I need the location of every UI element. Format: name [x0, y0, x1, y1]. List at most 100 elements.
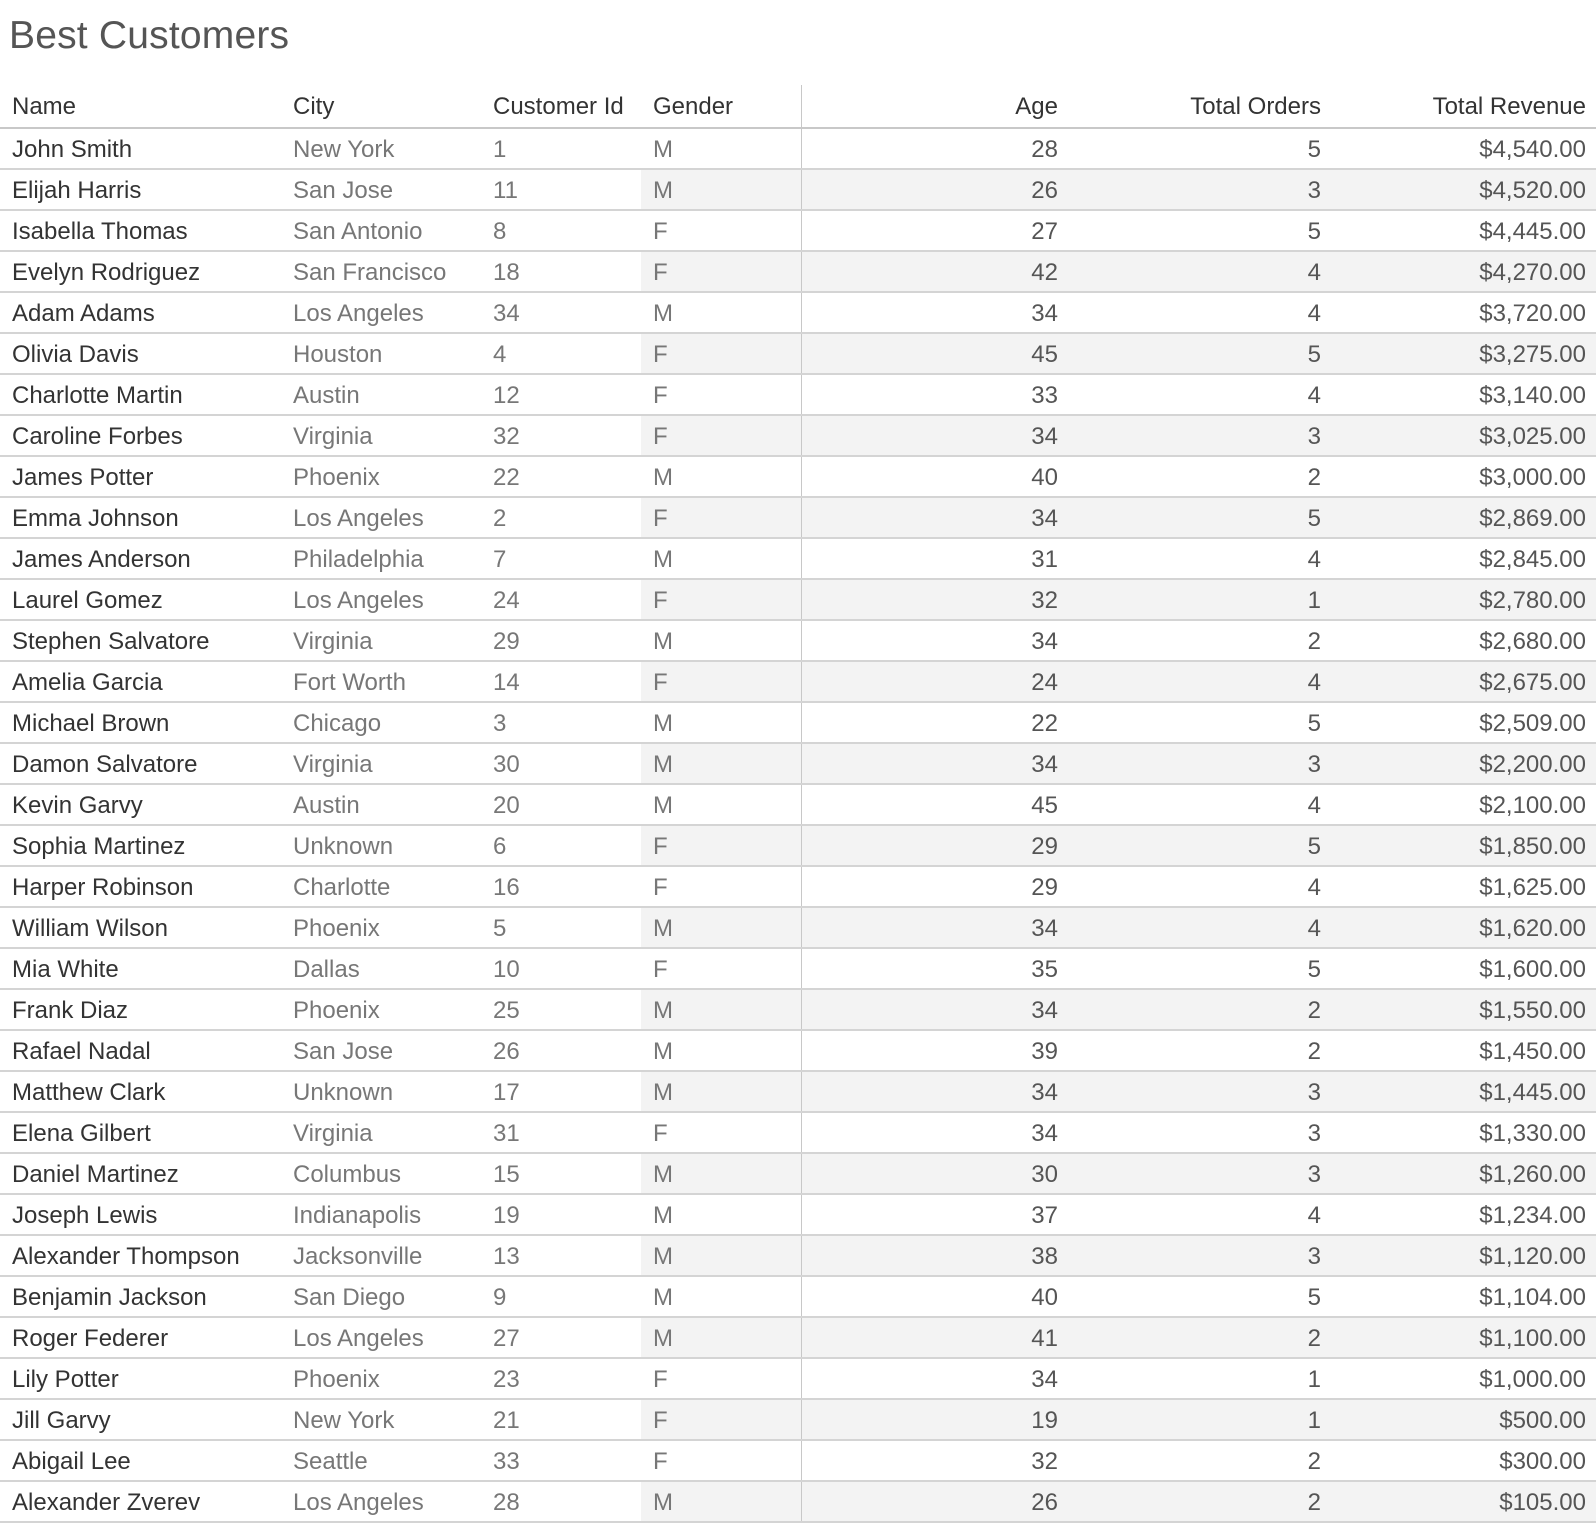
column-header-total-orders[interactable]: Total Orders	[1190, 93, 1321, 120]
table-row[interactable]: Abigail Lee Seattle 33 F 32 2 $300.00	[0, 1441, 1596, 1482]
column-header-name[interactable]: Name	[12, 93, 77, 120]
table-row[interactable]: Frank Diaz Phoenix 25 M 34 2 $1,550.00	[0, 990, 1596, 1031]
cell-age: 38	[1031, 1243, 1058, 1270]
cell-age: 34	[1031, 1120, 1058, 1147]
table-row[interactable]: James Anderson Philadelphia 7 M 31 4 $2,845.00	[0, 539, 1596, 580]
table-row[interactable]: Stephen Salvatore Virginia 29 M 34 2 $2,680.00	[0, 621, 1596, 662]
row-band	[802, 1359, 1596, 1398]
cell-total-orders: 4	[1307, 382, 1321, 409]
cell-total-orders: 3	[1307, 1161, 1321, 1188]
table-row[interactable]: Adam Adams Los Angeles 34 M 34 4 $3,720.00	[0, 293, 1596, 334]
cell-city: Unknown	[293, 833, 394, 860]
row-band	[802, 662, 1596, 701]
table-row[interactable]: Isabella Thomas San Antonio 8 F 27 5 $4,445.00	[0, 211, 1596, 252]
row-band	[641, 908, 801, 947]
cell-name: Rafael Nadal	[12, 1038, 151, 1065]
table-row[interactable]: Alexander Thompson Jacksonville 13 M 38 3 $1,1…	[0, 1236, 1596, 1277]
table-row[interactable]: Benjamin Jackson San Diego 9 M 40 5 $1,104.00	[0, 1277, 1596, 1318]
cell-name: Abigail Lee	[12, 1448, 131, 1475]
cell-city: Columbus	[293, 1161, 402, 1188]
cell-customer-id: 8	[493, 218, 507, 245]
cell-name: James Potter	[12, 464, 154, 491]
cell-name: Joseph Lewis	[12, 1202, 158, 1229]
cell-age: 24	[1031, 669, 1058, 696]
cell-total-revenue: $500.00	[1499, 1407, 1586, 1434]
cell-total-orders: 4	[1307, 915, 1321, 942]
cell-gender: M	[653, 546, 673, 573]
cell-gender: F	[653, 833, 668, 860]
table-row[interactable]: Lily Potter Phoenix 23 F 34 1 $1,000.00	[0, 1359, 1596, 1400]
table-row[interactable]: Elena Gilbert Virginia 31 F 34 3 $1,330.00	[0, 1113, 1596, 1154]
cell-customer-id: 13	[493, 1243, 520, 1270]
table-row[interactable]: Sophia Martinez Unknown 6 F 29 5 $1,850.00	[0, 826, 1596, 867]
cell-name: Matthew Clark	[12, 1079, 166, 1106]
cell-gender: F	[653, 423, 668, 450]
cell-name: Alexander Thompson	[12, 1243, 240, 1270]
column-header-customer-id[interactable]: Customer Id	[493, 93, 624, 120]
table-row[interactable]: Mia White Dallas 10 F 35 5 $1,600.00	[0, 949, 1596, 990]
table-row[interactable]: Rafael Nadal San Jose 26 M 39 2 $1,450.00	[0, 1031, 1596, 1072]
column-header-gender[interactable]: Gender	[653, 93, 734, 120]
row-band	[802, 129, 1596, 168]
table-row[interactable]: Elijah Harris San Jose 11 M 26 3 $4,520.00	[0, 170, 1596, 211]
cell-age: 26	[1031, 177, 1058, 204]
cell-city: Phoenix	[293, 915, 380, 942]
cell-customer-id: 25	[493, 997, 520, 1024]
table-row[interactable]: William Wilson Phoenix 5 M 34 4 $1,620.00	[0, 908, 1596, 949]
column-divider	[801, 252, 802, 291]
table-row[interactable]: Laurel Gomez Los Angeles 24 F 32 1 $2,780.00	[0, 580, 1596, 621]
column-header-total-revenue[interactable]: Total Revenue	[1432, 93, 1586, 120]
table-row[interactable]: Emma Johnson Los Angeles 2 F 34 5 $2,869.00	[0, 498, 1596, 539]
table-row[interactable]: Olivia Davis Houston 4 F 45 5 $3,275.00	[0, 334, 1596, 375]
cell-city: Virginia	[293, 423, 373, 450]
row-band	[641, 580, 801, 619]
table-row[interactable]: Caroline Forbes Virginia 32 F 34 3 $3,025.00	[0, 416, 1596, 457]
cell-gender: M	[653, 1079, 673, 1106]
table-row[interactable]: Daniel Martinez Columbus 15 M 30 3 $1,260.00	[0, 1154, 1596, 1195]
table-body: John Smith New York 1 M 28 5 $4,540.00 Elijah H…	[0, 129, 1596, 1523]
table-row[interactable]: Matthew Clark Unknown 17 M 34 3 $1,445.00	[0, 1072, 1596, 1113]
table-row[interactable]: Michael Brown Chicago 3 M 22 5 $2,509.00	[0, 703, 1596, 744]
table-row[interactable]: Evelyn Rodriguez San Francisco 18 F 42 4 $4,27…	[0, 252, 1596, 293]
cell-city: New York	[293, 136, 395, 163]
cell-name: Benjamin Jackson	[12, 1284, 207, 1311]
row-band	[802, 703, 1596, 742]
row-band	[802, 908, 1596, 947]
table-row[interactable]: John Smith New York 1 M 28 5 $4,540.00	[0, 129, 1596, 170]
cell-customer-id: 10	[493, 956, 520, 983]
cell-total-orders: 3	[1307, 1120, 1321, 1147]
table-row[interactable]: Kevin Garvy Austin 20 M 45 4 $2,100.00	[0, 785, 1596, 826]
cell-name: Harper Robinson	[12, 874, 194, 901]
cell-city: San Diego	[293, 1284, 406, 1311]
cell-total-orders: 2	[1307, 1325, 1321, 1352]
table-row[interactable]: Amelia Garcia Fort Worth 14 F 24 4 $2,675.00	[0, 662, 1596, 703]
row-band	[802, 1441, 1596, 1480]
cell-total-orders: 2	[1307, 628, 1321, 655]
row-band	[802, 1031, 1596, 1070]
table-row[interactable]: Charlotte Martin Austin 12 F 33 4 $3,140.00	[0, 375, 1596, 416]
column-divider	[801, 703, 802, 742]
column-header-city[interactable]: City	[293, 93, 335, 120]
cell-customer-id: 24	[493, 587, 520, 614]
cell-total-orders: 5	[1307, 710, 1321, 737]
column-divider	[801, 498, 802, 537]
cell-total-revenue: $3,025.00	[1479, 423, 1586, 450]
cell-name: Evelyn Rodriguez	[12, 259, 201, 286]
cell-name: Alexander Zverev	[12, 1489, 201, 1516]
cell-total-orders: 3	[1307, 177, 1321, 204]
table-row[interactable]: Harper Robinson Charlotte 16 F 29 4 $1,625.00	[0, 867, 1596, 908]
table-row[interactable]: James Potter Phoenix 22 M 40 2 $3,000.00	[0, 457, 1596, 498]
cell-total-orders: 3	[1307, 423, 1321, 450]
table-row[interactable]: Jill Garvy New York 21 F 19 1 $500.00	[0, 1400, 1596, 1441]
column-divider	[801, 744, 802, 783]
row-band	[802, 1277, 1596, 1316]
cell-customer-id: 31	[493, 1120, 520, 1147]
table-row[interactable]: Roger Federer Los Angeles 27 M 41 2 $1,100.00	[0, 1318, 1596, 1359]
cell-gender: F	[653, 956, 668, 983]
table-row[interactable]: Damon Salvatore Virginia 30 M 34 3 $2,200.00	[0, 744, 1596, 785]
table-row[interactable]: Alexander Zverev Los Angeles 28 M 26 2 $105.00	[0, 1482, 1596, 1523]
row-band	[641, 1072, 801, 1111]
table-row[interactable]: Joseph Lewis Indianapolis 19 M 37 4 $1,234.00	[0, 1195, 1596, 1236]
column-header-age[interactable]: Age	[1015, 93, 1058, 120]
cell-total-revenue: $1,550.00	[1479, 997, 1586, 1024]
